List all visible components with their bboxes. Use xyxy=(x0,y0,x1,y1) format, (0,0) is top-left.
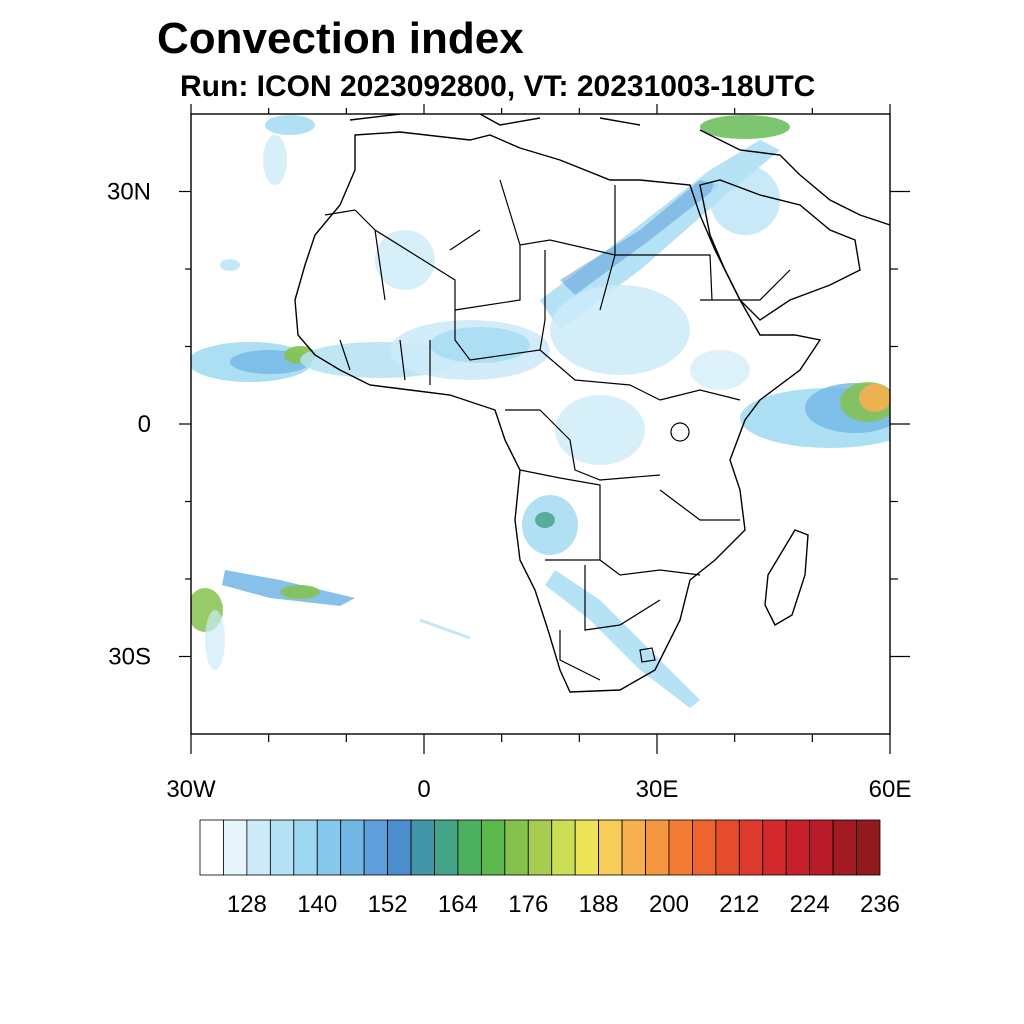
colorbar-swatch xyxy=(832,819,857,876)
colorbar-tick-label: 224 xyxy=(790,891,830,918)
country-border xyxy=(499,179,616,256)
lat-tick-label: 30S xyxy=(108,644,151,671)
africa-coastline xyxy=(294,131,822,693)
colorbar-tick-label: 176 xyxy=(508,891,548,918)
shade-band xyxy=(550,285,690,375)
shade-band xyxy=(859,384,890,412)
shade-band xyxy=(205,610,225,670)
lon-tick-label: 60E xyxy=(869,776,912,803)
country-border xyxy=(545,559,701,576)
shade-band xyxy=(710,165,780,235)
colorbar-tick-labels: 128 140 152 164 176 188 200 212 224 236 xyxy=(227,891,900,918)
axis-ticks xyxy=(179,104,910,754)
shade-band xyxy=(430,327,530,363)
colorbar-swatch xyxy=(340,819,365,876)
colorbar-tick-label: 188 xyxy=(579,891,619,918)
colorbar-swatch xyxy=(574,819,600,876)
lake-victoria xyxy=(670,422,690,442)
country-border xyxy=(454,310,546,361)
colorbar-swatch xyxy=(715,819,740,876)
colorbar-tick-label: 200 xyxy=(649,891,689,918)
colorbar-swatch xyxy=(199,819,224,876)
country-border xyxy=(519,469,601,560)
colorbar-swatch xyxy=(621,819,646,876)
map-title: Convection index xyxy=(157,14,524,63)
colorbar-tick-label: 236 xyxy=(860,891,900,918)
country-border xyxy=(339,339,431,385)
country-border xyxy=(539,349,661,401)
colorbar-swatch xyxy=(457,819,482,876)
colorbar-swatch xyxy=(363,819,388,876)
colorbar-tick-label: 164 xyxy=(438,891,478,918)
colorbar-swatch xyxy=(668,819,693,876)
shade-band xyxy=(560,180,720,295)
colorbar-swatch xyxy=(809,819,834,876)
lon-tick-label: 0 xyxy=(417,776,430,803)
country-border xyxy=(559,630,601,681)
colorbar-swatch xyxy=(551,819,576,876)
colorbar-swatch xyxy=(645,819,670,876)
colorbar-swatch xyxy=(246,819,271,876)
colorbar-swatch xyxy=(785,819,811,876)
shade-band xyxy=(535,512,555,528)
country-border xyxy=(700,269,791,301)
lesotho-border xyxy=(639,647,656,663)
country-border xyxy=(584,565,661,631)
coastlines xyxy=(294,114,890,693)
colorbar-swatch xyxy=(856,819,881,876)
colorbar-swatch xyxy=(598,819,623,876)
shade-band xyxy=(375,230,435,290)
country-border xyxy=(659,489,740,521)
map-subtitle: Run: ICON 2023092800, VT: 20231003-18UTC xyxy=(180,70,816,103)
shade-band xyxy=(419,618,471,640)
colorbar-swatch xyxy=(316,819,342,876)
colorbar-swatch xyxy=(738,819,764,876)
country-border xyxy=(505,409,661,481)
shade-band xyxy=(690,350,750,390)
colorbar-tick-label: 140 xyxy=(297,891,337,918)
colorbar-swatch xyxy=(293,819,318,876)
colorbar xyxy=(199,819,881,876)
colorbar-swatch xyxy=(692,819,717,876)
lon-tick-label: 30E xyxy=(636,776,679,803)
country-borders xyxy=(324,179,791,681)
colorbar-swatch xyxy=(410,819,435,876)
colorbar-swatch xyxy=(434,819,459,876)
europe-coastline xyxy=(349,114,801,176)
colorbar-swatch xyxy=(504,819,529,876)
country-border xyxy=(615,254,713,301)
shade-band xyxy=(220,259,240,271)
shade-band xyxy=(280,585,320,599)
colorbar-tick-label: 212 xyxy=(719,891,759,918)
convection-shading xyxy=(191,115,890,708)
country-border xyxy=(324,209,386,301)
iran-coastline xyxy=(799,174,890,226)
colorbar-tick-label: 128 xyxy=(227,891,267,918)
lat-tick-label: 30N xyxy=(107,179,151,206)
colorbar-swatch xyxy=(480,819,506,876)
colorbar-swatch xyxy=(223,819,248,876)
country-border xyxy=(449,229,481,251)
axis-tick-labels: 30N 0 30S 30W 0 30E 60E xyxy=(107,179,911,804)
colorbar-tick-label: 152 xyxy=(368,891,408,918)
shade-band xyxy=(265,115,315,135)
shade-band xyxy=(700,115,790,139)
shade-band xyxy=(545,570,700,708)
country-border xyxy=(599,254,616,311)
colorbar-swatch xyxy=(527,819,553,876)
shade-band xyxy=(555,395,645,465)
lon-tick-label: 30W xyxy=(166,776,216,803)
lat-tick-label: 0 xyxy=(138,411,151,438)
shade-band xyxy=(263,135,287,185)
arabia-coastline xyxy=(699,179,861,321)
colorbar-swatch xyxy=(269,819,295,876)
colorbar-swatch xyxy=(762,819,787,876)
colorbar-swatch xyxy=(387,819,412,876)
country-border xyxy=(659,389,741,401)
madagascar-coastline xyxy=(764,529,809,626)
